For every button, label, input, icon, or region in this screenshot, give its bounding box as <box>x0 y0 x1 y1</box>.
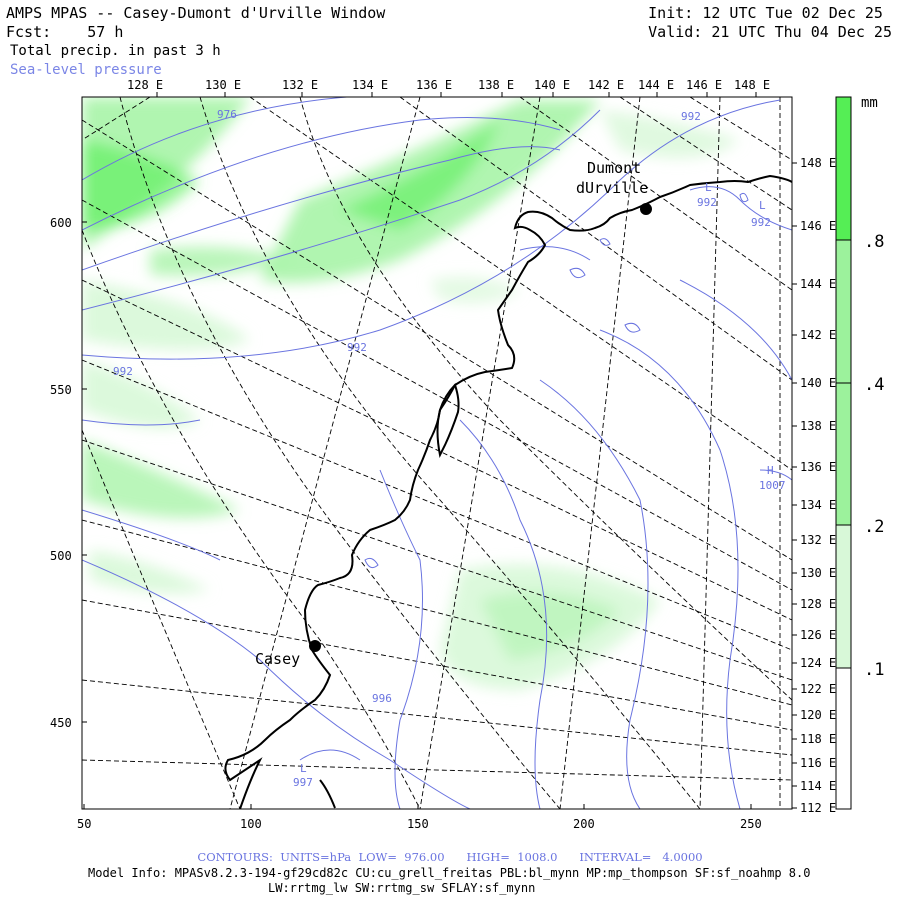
legend-swatch <box>835 524 852 669</box>
contour-label: 992 <box>113 365 133 378</box>
legend-swatch <box>835 96 852 241</box>
init-time: Init: 12 UTC Tue 02 Dec 25 <box>648 4 883 22</box>
low-marker: L <box>300 762 307 775</box>
top-axis-label: 134 E <box>352 78 388 92</box>
right-axis-label: 128 E <box>800 597 836 611</box>
coastline <box>224 174 792 809</box>
right-axis-label: 130 E <box>800 566 836 580</box>
station-casey: Casey <box>255 640 321 668</box>
left-axis: 600 550 500 450 <box>50 216 87 730</box>
contour-label: 997 <box>293 776 313 789</box>
model-info: Model Info: MPASv8.2.3-194-gf29cd82c CU:… <box>88 866 811 880</box>
contour-label: 992 <box>681 110 701 123</box>
field-title: Total precip. in past 3 h <box>10 43 221 59</box>
legend-colorbar: mm .8 .4 .2 .1 <box>835 95 884 810</box>
right-axis-label: 126 E <box>800 628 836 642</box>
contour-label: 992 <box>347 341 367 354</box>
fcst-value: 57 h <box>87 23 124 41</box>
header-right: Init: 12 UTC Tue 02 Dec 25 Valid: 21 UTC… <box>648 4 892 42</box>
top-axis-label: 132 E <box>282 78 318 92</box>
top-axis-label: 140 E <box>534 78 570 92</box>
contour-label: 992 <box>697 196 717 209</box>
right-axis-label: 116 E <box>800 756 836 770</box>
top-axis: 128 E 130 E 132 E 134 E 136 E 138 E 140 … <box>127 78 770 97</box>
header-left: AMPS MPAS -- Casey-Dumont d'Urville Wind… <box>6 4 385 42</box>
top-axis-label: 138 E <box>478 78 514 92</box>
right-axis-label: 120 E <box>800 708 836 722</box>
contour-label: 996 <box>372 692 392 705</box>
low-marker: L <box>705 181 712 194</box>
legend-label: .2 <box>864 517 884 537</box>
right-axis-label: 146 E <box>800 219 836 233</box>
legend-swatch <box>835 239 852 384</box>
station-dot-icon <box>309 640 321 652</box>
map-title: AMPS MPAS -- Casey-Dumont d'Urville Wind… <box>6 4 386 22</box>
top-axis-label: 148 E <box>734 78 770 92</box>
right-axis-label: 136 E <box>800 460 836 474</box>
right-axis-label: 142 E <box>800 328 836 342</box>
right-axis-label: 132 E <box>800 533 836 547</box>
legend-label: .4 <box>864 375 884 395</box>
top-axis-label: 142 E <box>588 78 624 92</box>
model-info-line2: LW:rrtmg_lw SW:rrtmg_sw SFLAY:sf_mynn <box>268 881 536 895</box>
contour-label: 976 <box>217 108 237 121</box>
right-axis-label: 144 E <box>800 277 836 291</box>
left-axis-label: 450 <box>50 716 72 730</box>
station-label: Casey <box>255 650 300 668</box>
legend-swatch <box>835 667 852 810</box>
legend-units: mm <box>861 95 878 111</box>
station-dot-icon <box>640 203 652 215</box>
map-frame <box>81 96 793 810</box>
contour-label: 992 <box>751 216 771 229</box>
contours-info: CONTOURS: UNITS=hPa LOW= 976.00 HIGH= 10… <box>197 850 703 864</box>
bottom-axis-label: 250 <box>740 817 762 831</box>
legend-label: .1 <box>864 660 884 680</box>
right-axis-label: 118 E <box>800 732 836 746</box>
bottom-axis-label: 50 <box>77 817 91 831</box>
bottom-axis-label: 200 <box>573 817 595 831</box>
high-marker: H <box>767 464 774 477</box>
left-axis-label: 500 <box>50 549 72 563</box>
top-axis-label: 144 E <box>638 78 674 92</box>
station-label: dUrville <box>576 179 648 197</box>
right-axis-label: 148 E <box>800 156 836 170</box>
legend-swatch <box>835 382 852 526</box>
left-axis-label: 550 <box>50 383 72 397</box>
right-axis: 148 E 146 E 144 E 142 E 140 E 138 E 136 … <box>792 156 836 815</box>
contour-label: 1007 <box>759 479 786 492</box>
top-axis-label: 146 E <box>686 78 722 92</box>
station-dumont: Dumont dUrville <box>576 159 652 215</box>
top-axis-label: 136 E <box>416 78 452 92</box>
bottom-axis-label: 100 <box>240 817 262 831</box>
low-marker: L <box>759 199 766 212</box>
top-axis-label: 130 E <box>205 78 241 92</box>
bottom-axis-label: 150 <box>407 817 429 831</box>
top-axis-label: 128 E <box>127 78 163 92</box>
overlay-title: Sea-level pressure <box>10 62 162 78</box>
right-axis-label: 124 E <box>800 656 836 670</box>
right-axis-label: 140 E <box>800 376 836 390</box>
right-axis-label: 138 E <box>800 419 836 433</box>
right-axis-label: 122 E <box>800 682 836 696</box>
right-axis-label: 112 E <box>800 801 836 815</box>
bottom-axis: 50 100 150 200 250 <box>77 804 762 831</box>
right-axis-label: 134 E <box>800 498 836 512</box>
legend-label: .8 <box>864 232 884 252</box>
valid-time: Valid: 21 UTC Thu 04 Dec 25 <box>648 23 892 41</box>
station-label: Dumont <box>587 159 641 177</box>
left-axis-label: 600 <box>50 216 72 230</box>
right-axis-label: 114 E <box>800 779 836 793</box>
fcst-label: Fcst: <box>6 23 52 41</box>
pressure-contours <box>82 97 792 809</box>
contour-label-group: 976 992 992 992 992 992 996 997 1007 L L… <box>113 108 786 789</box>
